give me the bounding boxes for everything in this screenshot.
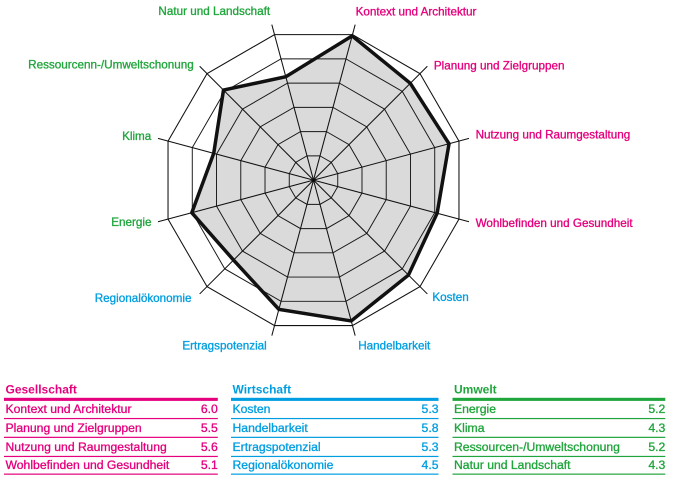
svg-text:5.5: 5.5 bbox=[201, 421, 218, 435]
svg-text:Natur und Landschaft: Natur und Landschaft bbox=[454, 458, 571, 472]
svg-text:Gesellschaft: Gesellschaft bbox=[6, 383, 77, 397]
svg-text:Planung und Zielgruppen: Planung und Zielgruppen bbox=[6, 421, 142, 435]
svg-text:Kontext und Architektur: Kontext und Architektur bbox=[356, 6, 477, 19]
svg-text:Nutzung und Raumgestaltung: Nutzung und Raumgestaltung bbox=[6, 440, 167, 454]
svg-text:4.5: 4.5 bbox=[422, 458, 439, 472]
svg-text:4.3: 4.3 bbox=[648, 421, 665, 435]
svg-text:4.3: 4.3 bbox=[648, 458, 665, 472]
svg-text:Energie: Energie bbox=[454, 402, 496, 416]
svg-text:Kosten: Kosten bbox=[432, 291, 468, 304]
svg-text:Regionalökonomie: Regionalökonomie bbox=[233, 458, 334, 472]
svg-text:Natur und Landschaft: Natur und Landschaft bbox=[158, 5, 271, 18]
svg-text:5.2: 5.2 bbox=[648, 440, 665, 454]
svg-text:Energie: Energie bbox=[111, 216, 151, 229]
svg-text:Handelbarkeit: Handelbarkeit bbox=[358, 339, 431, 352]
svg-text:Umwelt: Umwelt bbox=[454, 383, 497, 397]
svg-text:5.2: 5.2 bbox=[648, 402, 665, 416]
svg-text:5.3: 5.3 bbox=[422, 402, 439, 416]
svg-text:5.6: 5.6 bbox=[201, 440, 218, 454]
svg-text:Kosten: Kosten bbox=[233, 402, 271, 416]
svg-text:Klima: Klima bbox=[454, 421, 485, 435]
svg-text:Nutzung und Raumgestaltung: Nutzung und Raumgestaltung bbox=[476, 129, 631, 142]
svg-text:5.3: 5.3 bbox=[422, 440, 439, 454]
svg-text:Kontext und Architektur: Kontext und Architektur bbox=[6, 402, 132, 416]
svg-text:6.0: 6.0 bbox=[201, 402, 218, 416]
svg-text:Ressourcenn-/Umweltschonung: Ressourcenn-/Umweltschonung bbox=[28, 58, 194, 71]
svg-text:5.8: 5.8 bbox=[422, 421, 439, 435]
svg-text:Regionalökonomie: Regionalökonomie bbox=[95, 292, 192, 305]
svg-text:Wohlbefinden und Gesundheit: Wohlbefinden und Gesundheit bbox=[6, 458, 170, 472]
svg-text:Ressourcen-/Umweltschonung: Ressourcen-/Umweltschonung bbox=[454, 440, 620, 454]
svg-text:Klima: Klima bbox=[122, 130, 152, 143]
svg-text:5.1: 5.1 bbox=[201, 458, 218, 472]
svg-text:Wohlbefinden und Gesundheit: Wohlbefinden und Gesundheit bbox=[476, 217, 634, 230]
svg-text:Wirtschaft: Wirtschaft bbox=[233, 383, 292, 397]
svg-text:Ertragspotenzial: Ertragspotenzial bbox=[182, 339, 266, 352]
svg-text:Ertragspotenzial: Ertragspotenzial bbox=[233, 440, 321, 454]
svg-text:Handelbarkeit: Handelbarkeit bbox=[233, 421, 309, 435]
svg-text:Planung und Zielgruppen: Planung und Zielgruppen bbox=[434, 59, 565, 72]
